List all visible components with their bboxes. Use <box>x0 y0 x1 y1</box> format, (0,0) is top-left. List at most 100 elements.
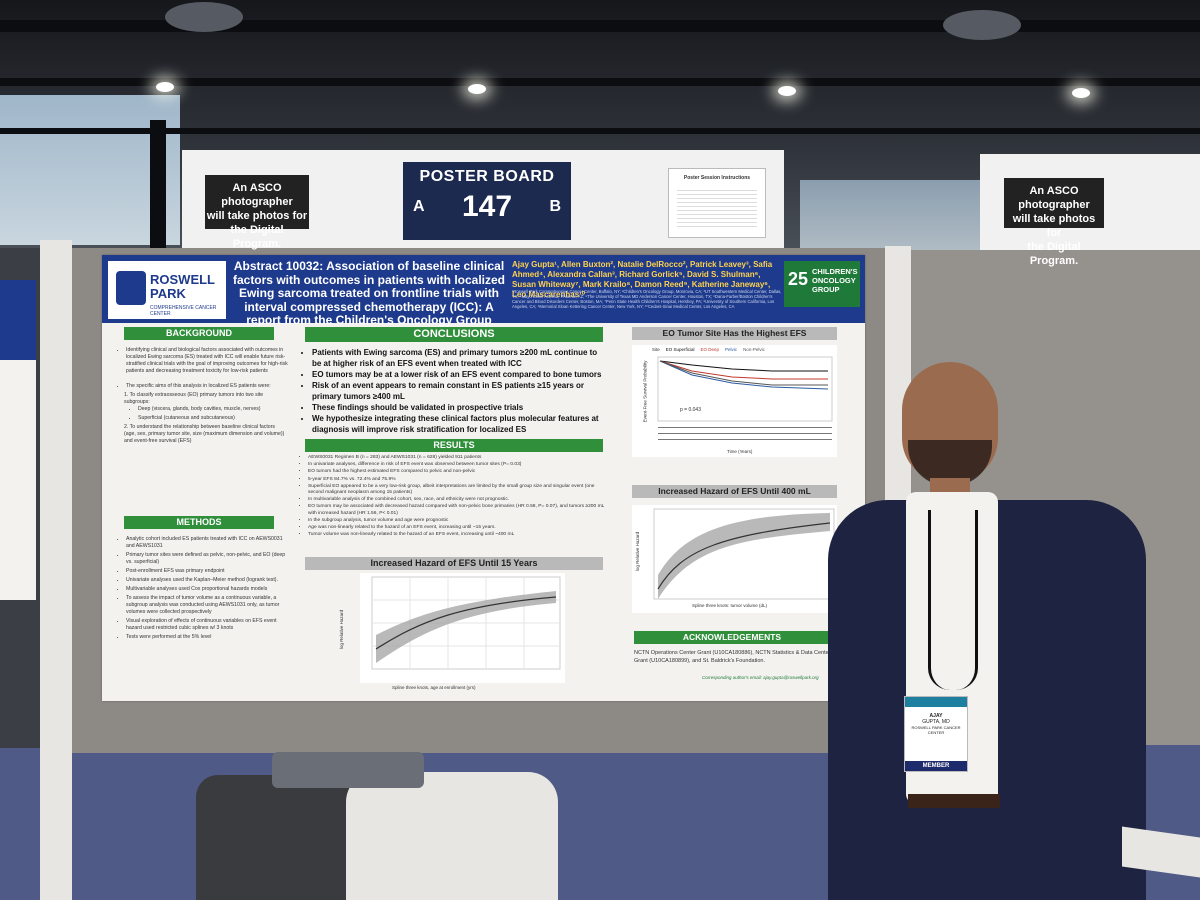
results-item: 5-year EFS 84.7% vs. 72.4% and 75.9% <box>308 477 608 483</box>
booth-post-left <box>40 240 72 900</box>
methods-item: Tests were performed at the 5% level <box>126 634 288 641</box>
km-xlabel: Time (Years) <box>727 449 753 454</box>
poster-authors: Ajay Gupta¹, Allen Buxton², Natalie DelR… <box>512 260 773 299</box>
badge-role: MEMBER <box>905 761 967 771</box>
corresponding-email: Corresponding author's email: ajay.gupta… <box>702 675 819 680</box>
hazard-curve <box>657 522 831 590</box>
results-text: AEWS0031 Regimen B (n = 283) and AEWS103… <box>300 455 608 539</box>
cog-logo: 25 CHILDREN'S ONCOLOGY GROUP <box>784 261 860 307</box>
age-hazard-plot <box>360 573 565 683</box>
poster-affiliations: ¹Roswell Park Comprehensive Cancer Cente… <box>512 289 782 309</box>
poster-board-number-sign: POSTER BOARD A 147 B <box>403 162 571 240</box>
results-item: In multivariable analysis of the combine… <box>308 497 608 503</box>
acknowledgements-heading: ACKNOWLEDGEMENTS <box>634 631 830 644</box>
age-hazard-plot-svg <box>371 576 561 670</box>
methods-item: Multivariable analyses used Cox proporti… <box>126 586 288 593</box>
conclusion-item: EO tumors may be at a lower risk of an E… <box>312 369 607 380</box>
results-heading: RESULTS <box>305 439 603 452</box>
roswell-park-logo-icon <box>116 271 146 305</box>
km-legend-item: EO Superficial <box>665 347 695 352</box>
methods-item: Analytic cohort included ES patients tre… <box>126 536 288 550</box>
logo-name-2: PARK <box>150 286 186 301</box>
conclusion-item: We hypothesize integrating these clinica… <box>312 413 607 435</box>
aim-subitem: Superficial (cutaneous and subcutaneous) <box>138 415 288 422</box>
ceiling-light <box>778 86 796 96</box>
results-item: Tumor volume was non-linearly related to… <box>308 532 608 538</box>
km-curve-non-pelvic <box>659 360 828 386</box>
methods-heading: METHODS <box>124 516 274 529</box>
methods-item: Univariate analyses used the Kaplan–Meie… <box>126 577 288 584</box>
instructions-text-lines <box>677 187 757 227</box>
km-curve-eo-deep <box>659 360 828 380</box>
lanyard <box>928 510 978 690</box>
ceiling-light <box>156 82 174 92</box>
presenter-belt <box>908 794 1000 808</box>
conclusion-item: Risk of an event appears to remain const… <box>312 380 607 402</box>
results-item: EO tumors had the highest estimated EFS … <box>308 469 608 475</box>
volume-hazard-plot-svg <box>653 508 835 600</box>
poster-board-label: POSTER BOARD <box>419 168 555 185</box>
neighbor-poster-banner <box>0 280 36 360</box>
photographer-sign: An ASCO photographer will take photos fo… <box>205 175 309 250</box>
results-item: In the subgroup analysis, tumor volume a… <box>308 518 608 524</box>
volume-plot-heading: Increased Hazard of EFS Until 400 mL <box>632 485 837 498</box>
aim-subitem: Deep (viscera, glands, body cavities, mu… <box>138 406 288 413</box>
km-legend-item: Pelvic <box>725 347 738 352</box>
badge-line: ROSWELL PARK CANCER CENTER <box>911 725 961 735</box>
badge-name: AJAY <box>929 713 943 719</box>
km-survival-plot: Site EO Superficial EO Deep Pelvic Non-P… <box>632 345 837 457</box>
logo-name: ROSWELL <box>150 272 215 287</box>
badge-line: GUPTA, MD <box>922 719 950 725</box>
ceiling-truss <box>0 20 1200 32</box>
background-paragraph: The specific aims of this analysis in lo… <box>126 383 288 390</box>
results-item: AEWS0031 Regimen B (n = 283) and AEWS103… <box>308 455 608 461</box>
km-ylabel: Event-Free Survival Probability <box>642 360 648 423</box>
methods-text: Analytic cohort included ES patients tre… <box>118 536 288 643</box>
results-item: Age was non-linearly related to the haza… <box>308 525 608 531</box>
results-item: Superficial EO appeared to be a very low… <box>308 484 608 496</box>
methods-item: Post-enrollment EFS was primary endpoint <box>126 568 288 575</box>
ceiling-column <box>150 120 166 250</box>
methods-item: To assess the impact of tumor volume as … <box>126 595 288 616</box>
cog-name: CHILDREN'S ONCOLOGY GROUP <box>812 267 858 294</box>
ceiling-fan <box>165 2 243 32</box>
side-b-label: B <box>549 198 561 215</box>
logo-wordmark: ROSWELL PARK <box>150 273 215 301</box>
session-instructions-sheet: Poster Session Instructions <box>668 168 766 238</box>
results-item: EO tumors may be associated with decreas… <box>308 504 608 516</box>
conclusion-item: These findings should be validated in pr… <box>312 402 607 413</box>
background-text: Identifying clinical and biological fact… <box>118 347 288 445</box>
km-plot-heading: EO Tumor Site Has the Highest EFS <box>632 327 837 340</box>
logo-tagline: COMPREHENSIVE CANCER CENTER <box>150 305 217 317</box>
photographer-sign-line: the Digital Program. <box>230 224 284 250</box>
km-legend-item: Non-Pelvic <box>743 347 765 352</box>
conclusions-heading: CONCLUSIONS <box>305 327 603 342</box>
aim-item: 2. To understand the relationship betwee… <box>124 424 285 444</box>
aim-item: 1. To classify extraosseous (EO) primary… <box>124 392 264 405</box>
age-plot-xlabel: Spline three knots, age at enrollment (y… <box>392 685 476 690</box>
chair <box>346 772 558 900</box>
chair <box>196 775 368 900</box>
ceiling-truss <box>0 78 1200 86</box>
km-legend: Site EO Superficial EO Deep Pelvic Non-P… <box>652 347 765 352</box>
km-curve-pelvic <box>659 360 829 390</box>
km-pvalue: p = 0.043 <box>680 407 701 413</box>
cog-anniversary-number: 25 <box>788 269 809 289</box>
photographer-sign-line: An ASCO photographer <box>221 182 293 208</box>
instructions-title: Poster Session Instructions <box>683 175 751 181</box>
methods-item: Primary tumor sites were defined as pelv… <box>126 552 288 566</box>
badge-header <box>905 697 967 707</box>
age-plot-ylabel: log Relative Hazard <box>339 609 345 650</box>
conclusion-item: Patients with Ewing sarcoma (ES) and pri… <box>312 347 607 369</box>
conclusions-text: Patients with Ewing sarcoma (ES) and pri… <box>302 347 607 435</box>
results-item: In univariate analyses, difference in ri… <box>308 462 608 468</box>
hazard-curve <box>375 596 557 650</box>
km-curve-eo-superficial <box>659 360 828 372</box>
poster-title-banner <box>102 255 865 323</box>
photographer-sign-line: the Digital Program. <box>1027 241 1081 267</box>
research-poster: ROSWELL PARK COMPREHENSIVE CANCER CENTER… <box>102 255 865 701</box>
km-legend-item: EO Deep <box>700 347 720 352</box>
volume-hazard-plot: Spline three knots: tumor volume (dL) lo… <box>632 505 837 613</box>
board-number: 147 <box>461 190 513 223</box>
photographer-sign-line: will take photos for <box>206 210 308 222</box>
